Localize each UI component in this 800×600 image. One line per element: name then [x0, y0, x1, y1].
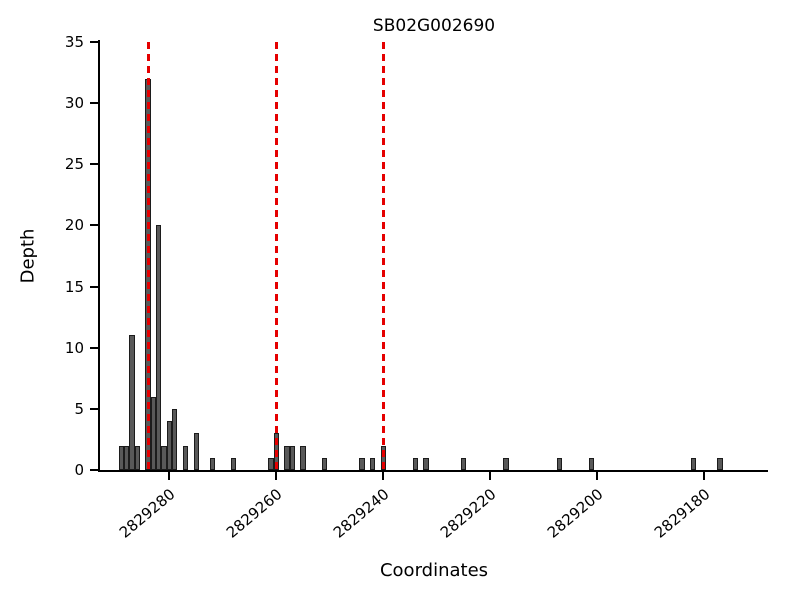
y-axis-label: Depth: [17, 228, 39, 284]
histogram-bar: [268, 457, 274, 470]
histogram-bar: [166, 421, 173, 470]
y-tick-mark: [90, 469, 98, 471]
histogram-bar: [284, 445, 290, 470]
x-tick-mark: [702, 472, 705, 480]
histogram-bar: [300, 445, 306, 470]
histogram-bar: [118, 445, 125, 470]
histogram-bar: [209, 457, 215, 470]
histogram-bar: [182, 445, 189, 470]
histogram-bar: [588, 457, 595, 470]
histogram-bar: [230, 457, 237, 470]
histogram-bar: [289, 445, 296, 470]
y-tick-label: 15: [64, 277, 84, 296]
histogram-bar: [124, 445, 130, 470]
y-tick-mark: [90, 102, 98, 105]
histogram-bar: [134, 445, 141, 470]
marker-vline: [381, 42, 385, 470]
histogram-bar: [172, 408, 178, 470]
histogram-bar: [717, 457, 723, 470]
y-tick-label: 35: [64, 33, 84, 51]
y-tick-label: 20: [64, 216, 84, 235]
histogram-bar: [193, 433, 199, 470]
x-tick-mark: [382, 472, 385, 480]
chart-title: SB02G002690: [372, 16, 496, 36]
histogram-bar: [503, 457, 509, 470]
histogram-bar: [556, 457, 563, 470]
y-tick-mark: [90, 224, 98, 227]
histogram-bar: [129, 335, 135, 470]
y-tick-label: 30: [64, 94, 84, 113]
y-tick-label: 0: [74, 461, 84, 479]
x-tick-mark: [168, 472, 171, 480]
y-axis-spine: [98, 40, 100, 472]
histogram-bar: [460, 457, 467, 470]
y-tick-mark: [90, 346, 98, 349]
marker-vline: [146, 42, 150, 470]
x-tick-mark: [275, 472, 278, 480]
histogram-bar: [423, 457, 429, 470]
x-axis-spine: [98, 470, 768, 472]
x-axis-label: Coordinates: [379, 560, 489, 581]
y-tick-mark: [90, 41, 98, 43]
histogram-bar: [690, 457, 696, 470]
histogram-bar: [412, 457, 418, 470]
x-tick-mark: [595, 472, 598, 480]
histogram-bar: [161, 445, 167, 470]
y-tick-label: 25: [64, 155, 84, 174]
y-tick-mark: [90, 163, 98, 166]
marker-vline: [274, 42, 278, 470]
y-tick-label: 10: [64, 338, 84, 357]
histogram-bar: [359, 457, 365, 470]
x-tick-mark: [489, 472, 492, 480]
histogram-bar: [369, 457, 376, 470]
histogram-bar: [321, 457, 328, 470]
histogram-bar: [150, 396, 157, 470]
y-tick-mark: [90, 285, 98, 288]
histogram-bar: [156, 225, 162, 470]
y-tick-label: 5: [74, 399, 84, 418]
y-tick-mark: [90, 407, 98, 410]
